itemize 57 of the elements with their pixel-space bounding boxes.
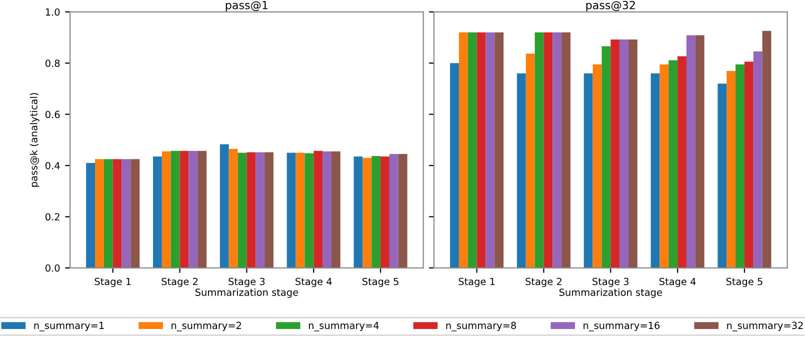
x-tick-label: Stage 1 — [94, 278, 131, 288]
bar — [678, 56, 686, 268]
bar — [695, 35, 704, 268]
bar — [610, 40, 620, 268]
bar — [458, 32, 468, 268]
bar — [486, 32, 495, 268]
bar — [516, 73, 526, 268]
y-tick-label: 0.8 — [45, 60, 60, 67]
x-tick-label: Stage 2 — [162, 278, 198, 288]
legend-label: n_summary=1 — [34, 322, 104, 332]
bar — [628, 40, 638, 268]
legend-label: n_summary=2 — [172, 322, 241, 332]
x-tick-label: Stage 1 — [458, 278, 495, 288]
bar — [686, 35, 696, 268]
y-tick-label: 0.6 — [45, 110, 60, 118]
bar — [476, 32, 486, 268]
bar — [736, 64, 744, 268]
legend-label: n_summary=32 — [727, 322, 803, 332]
legend-label: n_summary=4 — [308, 322, 379, 332]
bar — [592, 64, 602, 268]
y-tick-label: 0.0 — [45, 264, 60, 272]
legend-label: n_summary=16 — [584, 322, 660, 332]
x-tick-label: Stage 3 — [592, 278, 629, 288]
x-tick-label: Stage 3 — [228, 278, 265, 288]
bar — [660, 64, 669, 268]
bar — [744, 62, 754, 268]
bar — [526, 54, 535, 268]
bar — [753, 51, 762, 268]
x-axis-title: Summarization stage — [195, 288, 298, 298]
bar — [534, 32, 544, 268]
x-axis-title: Summarization stage — [559, 288, 662, 298]
bar — [602, 46, 611, 268]
x-tick-label: Stage 5 — [362, 278, 398, 288]
x-tick-label: Stage 4 — [296, 278, 332, 288]
y-axis-title: pass@k (analytical) — [30, 93, 40, 187]
bar — [494, 32, 504, 268]
chart-title: pass@32 — [586, 0, 635, 12]
bar — [650, 73, 660, 268]
y-tick-label: 0.2 — [45, 213, 60, 221]
legend-label: n_summary=8 — [446, 322, 516, 332]
bar — [562, 32, 570, 268]
x-tick-label: Stage 5 — [726, 278, 762, 288]
y-tick-label: 1.0 — [46, 8, 60, 16]
bar — [450, 63, 459, 268]
bar — [468, 32, 477, 268]
chart-title: pass@1 — [226, 1, 268, 12]
bar — [620, 40, 628, 268]
bar — [544, 32, 553, 268]
bar — [726, 71, 736, 268]
x-tick-label: Stage 2 — [526, 278, 562, 288]
bar — [718, 84, 727, 268]
bar — [584, 73, 593, 268]
bar — [668, 60, 678, 268]
bar — [552, 32, 562, 268]
x-tick-label: Stage 4 — [660, 278, 696, 288]
y-tick-label: 0.4 — [45, 162, 60, 170]
bar — [762, 30, 772, 268]
